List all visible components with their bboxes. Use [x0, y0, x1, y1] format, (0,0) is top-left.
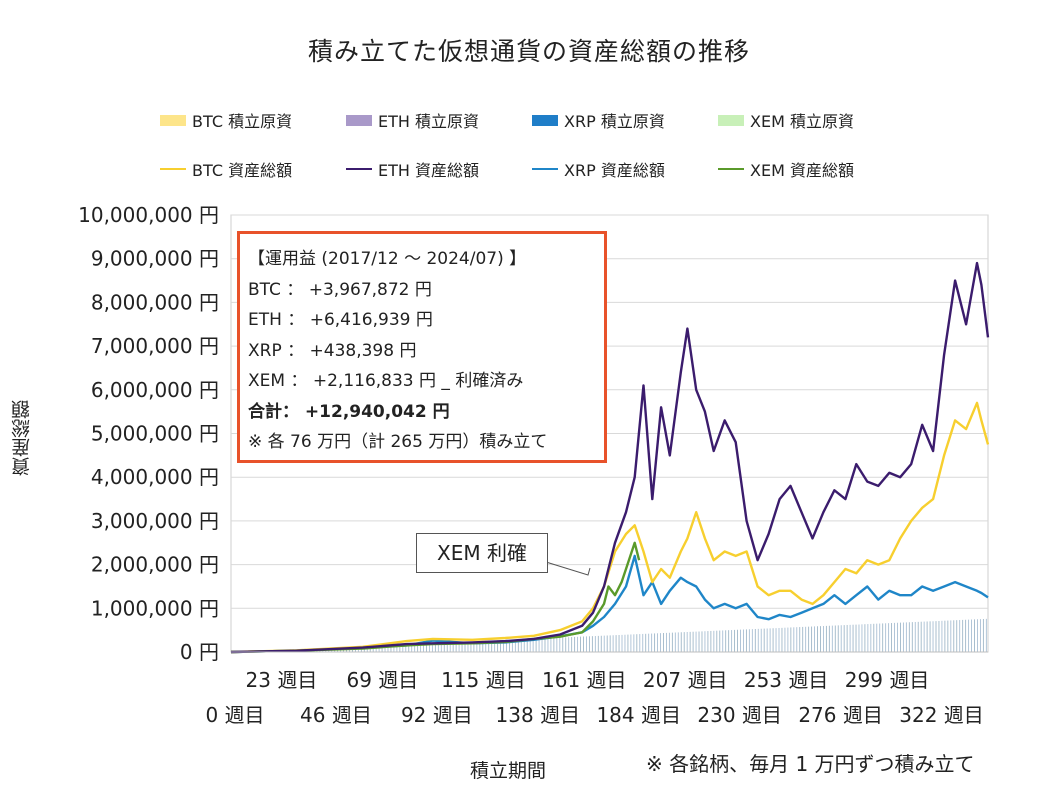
legend-swatch: [346, 168, 372, 170]
series-line: [230, 261, 990, 654]
summary-btc: BTC ： +3,967,872 円: [248, 279, 432, 300]
legend-item: XRP 積立原資: [532, 108, 665, 132]
x-tick-label: 115 週目: [441, 668, 526, 692]
footnote: ※ 各銘柄、毎月 1 万円ずつ積み立て: [646, 752, 975, 776]
x-tick-label: 230 週目: [697, 703, 782, 727]
y-tick-label: 5,000,000 円: [91, 422, 219, 446]
y-axis-label: 資産総額: [11, 400, 33, 476]
legend-item: ETH 資産総額: [346, 157, 479, 181]
summary-heading: 【運用益 (2017/12 ～ 2024/07) 】: [248, 249, 527, 269]
legend-label: XEM 積立原資: [750, 112, 854, 131]
legend-swatch: [160, 114, 186, 126]
y-tick-label: 1,000,000 円: [91, 596, 219, 620]
x-tick-label: 69 週目: [346, 668, 418, 692]
summary-box: 【運用益 (2017/12 ～ 2024/07) 】 BTC ： +3,967,…: [237, 231, 607, 463]
y-tick-label: 2,000,000 円: [91, 553, 219, 577]
legend-label: ETH 資産総額: [378, 161, 480, 180]
y-tick-label: 9,000,000 円: [91, 247, 219, 271]
legend-swatch: [532, 114, 558, 126]
x-tick-label: 207 週目: [643, 668, 728, 692]
y-tick-label: 8,000,000 円: [91, 290, 219, 314]
xem-callout: XEM 利確: [416, 533, 548, 573]
y-tick-label: 4,000,000 円: [91, 465, 219, 489]
y-tick-label: 7,000,000 円: [91, 334, 219, 358]
x-tick-label: 46 週目: [300, 703, 372, 727]
chart-title: 積み立てた仮想通貨の資産総額の推移: [307, 37, 750, 66]
summary-eth: ETH ： +6,416,939 円: [248, 310, 433, 330]
x-tick-label: 253 週目: [744, 668, 829, 692]
legend-swatch: [346, 114, 372, 126]
legend-item: BTC 資産総額: [160, 157, 292, 181]
legend-label: ETH 積立原資: [378, 112, 480, 131]
legend-item: ETH 積立原資: [346, 108, 479, 132]
legend-label: XEM 資産総額: [750, 161, 854, 180]
x-tick-label: 161 週目: [542, 668, 627, 692]
x-tick-label: 0 週目: [205, 703, 264, 727]
x-tick-label: 276 週目: [798, 703, 883, 727]
legend-label: BTC 資産総額: [192, 161, 293, 180]
y-tick-label: 3,000,000 円: [91, 509, 219, 533]
summary-xrp: XRP ： +438,398 円: [248, 340, 417, 361]
legend-item: XEM 資産総額: [718, 157, 854, 181]
legend-item: XRP 資産総額: [532, 157, 665, 181]
legend-label: XRP 資産総額: [564, 161, 665, 180]
x-tick-label: 138 週目: [496, 703, 581, 727]
summary-xem: XEM ： +2,116,833 円 _ 利確済み: [248, 371, 524, 391]
legend-swatch: [532, 168, 558, 170]
x-tick-label: 322 週目: [899, 703, 984, 727]
legend-swatch: [718, 114, 744, 126]
legend-swatch: [718, 168, 744, 170]
x-tick-label: 299 週目: [845, 668, 930, 692]
summary-total: 合計： +12,940,042 円: [248, 401, 450, 422]
legend-swatch: [160, 168, 186, 170]
summary-note: ※ 各 76 万円（計 265 万円）積み立て: [248, 432, 548, 452]
legend-item: XEM 積立原資: [718, 108, 854, 132]
callout-pointer: [545, 561, 591, 576]
x-tick-label: 92 週目: [401, 703, 473, 727]
y-tick-label: 0 円: [180, 640, 219, 664]
x-tick-label: 23 週目: [246, 668, 318, 692]
y-tick-label: 10,000,000 円: [78, 203, 219, 227]
series-line: [230, 541, 641, 654]
legend-label: XRP 積立原資: [564, 112, 665, 131]
y-tick-label: 6,000,000 円: [91, 378, 219, 402]
x-tick-label: 184 週目: [596, 703, 681, 727]
x-axis-label: 積立期間: [470, 760, 547, 782]
series-line: [230, 401, 990, 654]
legend-item: BTC 積立原資: [160, 108, 292, 132]
legend-label: BTC 積立原資: [192, 112, 293, 131]
